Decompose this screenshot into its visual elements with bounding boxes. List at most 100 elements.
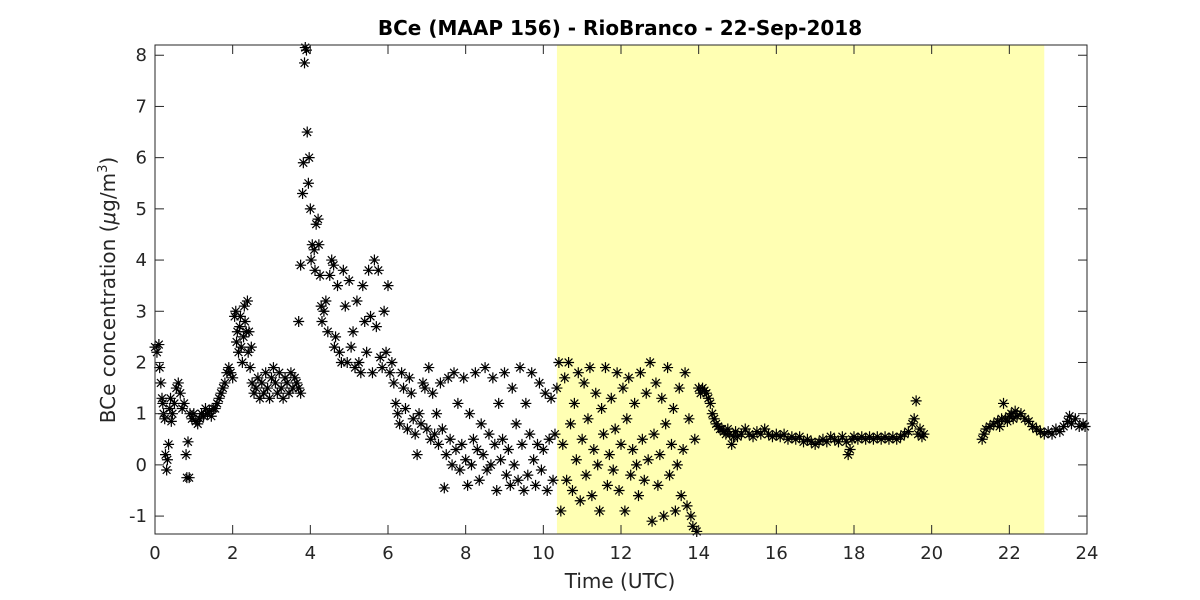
data-point <box>638 474 650 486</box>
data-point <box>770 428 782 440</box>
data-point <box>743 428 755 440</box>
data-point <box>305 254 317 266</box>
data-point <box>898 428 910 440</box>
data-point <box>361 346 373 358</box>
data-point <box>557 438 569 450</box>
data-point <box>310 218 322 230</box>
data-point <box>238 331 250 343</box>
data-point <box>689 433 701 445</box>
data-point <box>223 362 235 374</box>
y-tick-label: 8 <box>136 45 147 66</box>
data-point <box>330 331 342 343</box>
y-tick-label: 3 <box>136 301 147 322</box>
y-tick-label: 4 <box>136 250 147 271</box>
data-point <box>1062 415 1074 427</box>
data-point <box>314 269 326 281</box>
data-point <box>500 469 512 481</box>
x-axis-label: Time (UTC) <box>564 569 676 593</box>
data-point <box>611 367 623 379</box>
data-point <box>825 431 837 443</box>
data-point <box>829 433 841 445</box>
data-point <box>1031 423 1043 435</box>
data-point <box>275 382 287 394</box>
data-point <box>759 423 771 435</box>
data-point <box>295 387 307 399</box>
data-point <box>636 433 648 445</box>
data-point <box>621 413 633 425</box>
data-point <box>241 295 253 307</box>
data-point <box>431 408 443 420</box>
data-point <box>584 362 596 374</box>
data-point <box>475 418 487 430</box>
data-point <box>243 326 255 338</box>
data-point <box>543 433 555 445</box>
data-point <box>194 413 206 425</box>
data-point <box>339 300 351 312</box>
data-point <box>980 423 992 435</box>
data-point <box>230 305 242 317</box>
data-point <box>199 403 211 415</box>
data-point <box>479 362 491 374</box>
data-point <box>726 438 738 450</box>
data-point <box>264 392 276 404</box>
data-point <box>747 431 759 443</box>
data-point <box>634 367 646 379</box>
data-point <box>555 505 567 517</box>
data-point <box>629 397 641 409</box>
data-point <box>735 428 747 440</box>
y-tick-label: 1 <box>136 404 147 425</box>
data-point <box>605 392 617 404</box>
y-tick-label: 5 <box>136 199 147 220</box>
data-point <box>702 392 714 404</box>
data-point <box>763 428 775 440</box>
data-point <box>1019 413 1031 425</box>
data-point <box>677 444 689 456</box>
data-point <box>524 428 536 440</box>
data-point <box>390 397 402 409</box>
data-point <box>559 372 571 384</box>
data-point <box>421 423 433 435</box>
data-point <box>891 433 903 445</box>
data-point <box>448 367 460 379</box>
scatter-markers <box>149 42 1091 537</box>
x-tick-label: 8 <box>460 543 471 564</box>
data-point <box>836 431 848 443</box>
data-point <box>165 392 177 404</box>
data-point <box>436 423 448 435</box>
data-point <box>522 469 534 481</box>
data-point <box>380 346 392 358</box>
data-point <box>266 372 277 384</box>
data-point <box>192 418 204 430</box>
data-point <box>640 387 652 399</box>
data-point <box>229 310 241 322</box>
data-point <box>1054 426 1066 438</box>
data-point <box>231 336 243 348</box>
data-point <box>236 356 248 368</box>
data-point <box>159 449 171 461</box>
data-point <box>582 413 594 425</box>
data-point <box>211 397 223 409</box>
highlight-region <box>556 45 1045 534</box>
data-point <box>170 382 182 394</box>
data-point <box>906 418 918 430</box>
data-point <box>245 341 257 353</box>
data-point <box>520 397 532 409</box>
data-point <box>821 436 833 448</box>
data-point <box>166 408 178 420</box>
data-point <box>374 351 386 363</box>
data-point <box>438 482 450 494</box>
data-point <box>384 367 396 379</box>
data-point <box>473 474 485 486</box>
x-tick-label: 4 <box>305 543 316 564</box>
data-point <box>155 377 167 389</box>
data-point <box>887 431 899 443</box>
data-point <box>151 346 163 358</box>
data-point <box>396 367 408 379</box>
data-point <box>578 377 590 389</box>
data-point <box>293 382 305 394</box>
data-point <box>908 413 920 425</box>
y-tick-label: 0 <box>136 455 147 476</box>
data-point <box>281 377 293 389</box>
data-point <box>454 464 466 476</box>
data-point <box>409 428 421 440</box>
